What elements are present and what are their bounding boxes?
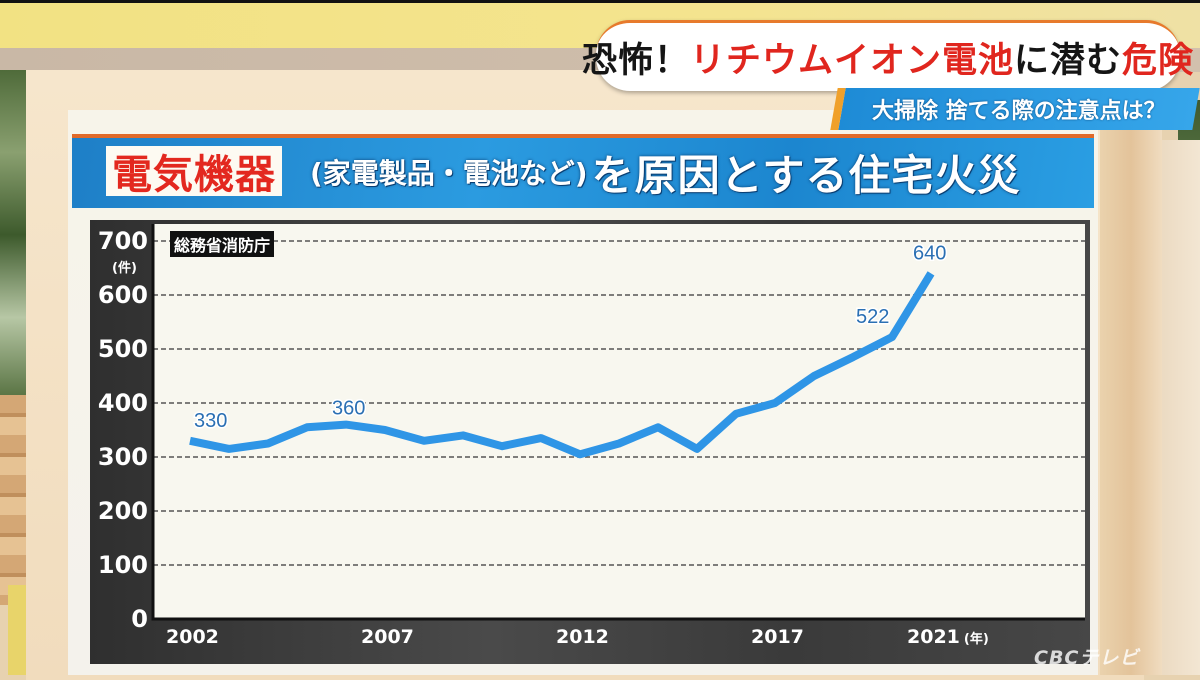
data-label: 330 xyxy=(194,410,227,432)
x-tick-label: 2007 xyxy=(361,626,414,648)
headline-part: 恐怖！ xyxy=(581,40,690,81)
y-tick-label: 0 xyxy=(131,605,148,633)
x-tick-label: 2017 xyxy=(751,626,804,648)
y-tick-label: 300 xyxy=(97,443,148,471)
headline-part: 危険 xyxy=(1122,40,1195,81)
y-tick-label: 500 xyxy=(97,335,148,363)
board-frame-right xyxy=(1100,130,1162,675)
data-label: 522 xyxy=(856,306,889,328)
headline-sub: 大掃除 捨てる際の注意点は？ xyxy=(830,88,1200,130)
y-axis-unit: (件) xyxy=(112,261,137,276)
studio-plant-left xyxy=(0,70,30,400)
y-tick-label: 400 xyxy=(97,389,148,417)
headline-sub-text: 大掃除 捨てる際の注意点は？ xyxy=(872,99,1166,124)
headline-main: 恐怖！ リチウムイオン電池 に潜む 危険 xyxy=(582,20,1193,91)
chart-title-banner: 電気機器 (家電製品・電池など) を原因とする住宅火災 xyxy=(72,134,1094,208)
broadcaster-logo: CBCテレビ xyxy=(1034,647,1140,669)
source-label: 総務省消防庁 xyxy=(170,231,275,257)
chart-title-paren: (家電製品・電池など) xyxy=(310,157,588,190)
x-tick-label: 2021 (年) xyxy=(907,626,989,648)
y-tick-label: 200 xyxy=(97,497,148,525)
x-axis-unit: (年) xyxy=(963,632,989,647)
headline-part: リチウムイオン電池 xyxy=(689,40,1014,81)
y-tick-label: 700 xyxy=(97,227,148,255)
x-tick-label: 2002 xyxy=(166,626,219,648)
plot-area xyxy=(153,224,1085,620)
chart-title-highlight: 電気機器 xyxy=(112,152,276,198)
data-label: 360 xyxy=(332,398,365,420)
data-label: 640 xyxy=(913,242,946,264)
data-line xyxy=(189,271,935,459)
y-tick-label: 100 xyxy=(97,551,148,579)
chart-title-main: を原因とする住宅火災 xyxy=(591,150,1021,200)
chart-title-rest: (家電製品・電池など) を原因とする住宅火災 xyxy=(310,144,1020,200)
chart-title-highlight-box: 電気機器 xyxy=(106,146,282,198)
axis-line xyxy=(151,224,1085,621)
studio-wood-left xyxy=(0,395,30,605)
y-tick-label: 600 xyxy=(97,281,148,309)
x-tick-label: 2012 xyxy=(556,626,609,648)
studio-yellow-panel xyxy=(8,585,30,675)
headline-part: に潜む xyxy=(1014,40,1123,81)
